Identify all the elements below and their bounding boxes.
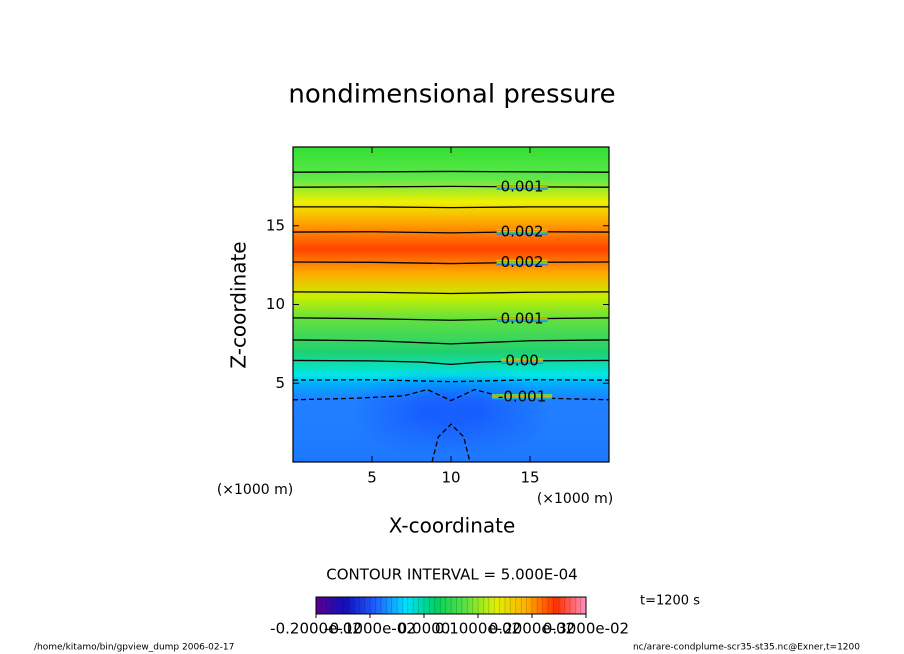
chart-title: nondimensional pressure	[288, 80, 615, 110]
contour-interval: CONTOUR INTERVAL = 5.000E-04	[326, 566, 577, 584]
contour-line	[293, 317, 609, 321]
footer-left: /home/kitamo/bin/gpview_dump 2006-02-17	[34, 643, 234, 653]
contour-label: 0.001	[501, 177, 544, 195]
contour-line	[293, 206, 609, 209]
time-label: t=1200 s	[640, 594, 700, 609]
minimum	[409, 366, 550, 457]
contour-label-gap	[492, 394, 553, 401]
x-unit: (×1000 m)	[537, 491, 613, 507]
colorbar-tick-label: 0.2000e-02	[489, 620, 575, 638]
colorbar-tick-label: -0.1000e-02	[324, 620, 416, 638]
contour-label: 0.002	[501, 253, 544, 271]
y-axis-label: Z-coordinate	[227, 241, 251, 368]
y-tick-label: 10	[266, 295, 285, 313]
y-tick-label: 5	[275, 374, 285, 392]
contour-label-gap	[496, 315, 548, 322]
contour-line	[293, 339, 609, 345]
contour-line	[293, 170, 609, 173]
y-tick-label: 15	[266, 216, 285, 234]
contour-label: 0.00	[505, 352, 538, 370]
contour-line	[293, 291, 609, 295]
x-tick-label: 5	[367, 469, 377, 487]
colorbar-tick-label: -0.2000e-02	[270, 620, 362, 638]
x-tick-label: 15	[520, 469, 539, 487]
x-axis-label: X-coordinate	[389, 514, 516, 538]
contour-label-gap	[501, 358, 544, 365]
plot-area	[293, 170, 609, 462]
contour-label: 0.001	[501, 309, 544, 327]
colorbar-tick-label: 0.3000e-02	[543, 620, 629, 638]
contour-label: 0.002	[501, 222, 544, 240]
contour-line	[293, 261, 609, 265]
footer-right: nc/arare-condplume-scr35-st35.nc@Exner,t…	[633, 643, 860, 653]
contour-label-gap	[496, 183, 548, 190]
contour-line	[431, 423, 471, 462]
contour-line	[293, 185, 609, 188]
contour-label-gap	[496, 228, 548, 235]
colorbar	[316, 597, 586, 614]
colorbar-tick-label: 0.0000	[398, 620, 451, 638]
y-unit: (×1000 m)	[217, 482, 293, 498]
contour-label-gap	[496, 259, 548, 266]
colorbar-frame	[315, 596, 587, 615]
colorbar-tick-label: 0.1000e-02	[435, 620, 521, 638]
contour-line	[293, 231, 609, 234]
contour-label: -0.001	[498, 388, 546, 406]
contour-line	[293, 379, 609, 383]
x-tick-label: 10	[441, 469, 460, 487]
